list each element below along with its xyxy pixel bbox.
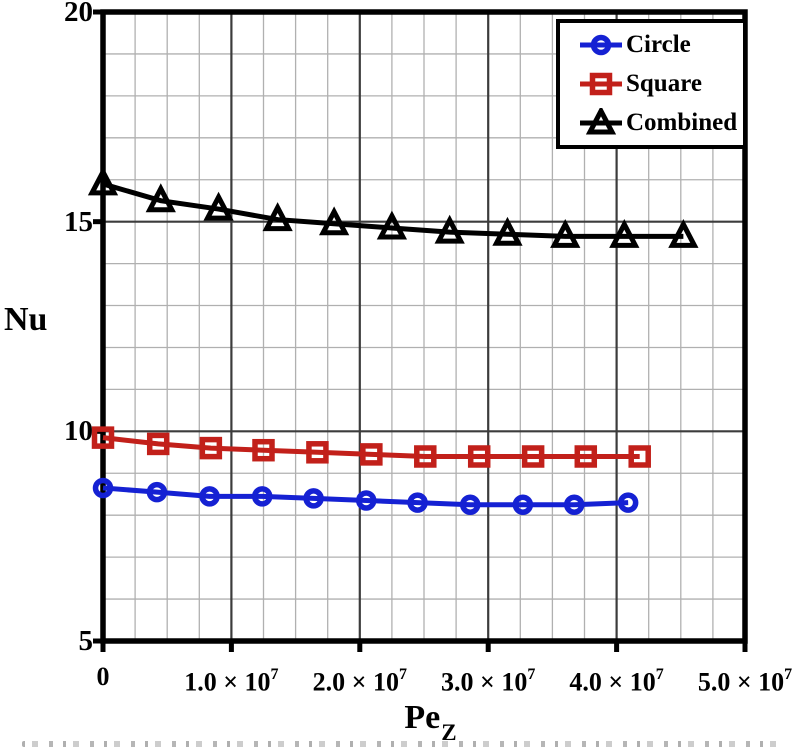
data-point-marker-triangle: [318, 206, 350, 236]
data-point-marker-circle: [512, 494, 534, 515]
data-point-marker-triangle: [87, 166, 119, 196]
series-combined: [87, 166, 699, 248]
data-point-marker-square: [252, 438, 275, 462]
data-point-marker-circle: [251, 486, 273, 507]
data-point-marker-square: [414, 445, 437, 468]
data-point-marker-square: [306, 441, 329, 464]
legend-label: Circle: [626, 30, 691, 58]
data-point-marker-square: [91, 426, 115, 449]
data-point-marker-square: [521, 445, 545, 468]
data-point-marker-circle: [459, 494, 481, 515]
legend-marker-circle-icon: [580, 34, 622, 55]
data-point-marker-triangle: [609, 218, 640, 248]
legend-label: Square: [626, 69, 702, 97]
y-axis-title: Nu: [4, 301, 48, 338]
data-point-marker-triangle: [145, 183, 176, 213]
data-point-marker-circle: [199, 486, 220, 507]
data-point-marker-circle: [355, 490, 377, 511]
x-axis-title: PeZ: [330, 699, 530, 745]
data-point-marker-square: [574, 445, 598, 468]
data-point-marker-triangle: [376, 210, 408, 240]
legend-item-combined: Combined: [578, 108, 743, 138]
series-square: [91, 426, 651, 468]
legend-item-circle: Circle: [578, 30, 743, 60]
plot-border: [100, 9, 748, 644]
series-circle: [92, 477, 639, 515]
data-point-marker-circle: [590, 34, 612, 55]
data-point-marker-triangle: [585, 108, 617, 135]
data-point-marker-triangle: [262, 202, 293, 232]
data-point-marker-triangle: [203, 191, 234, 221]
data-point-marker-square: [199, 436, 223, 460]
data-point-marker-square: [360, 443, 383, 466]
legend-item-square: Square: [578, 69, 743, 99]
data-point-marker-circle: [92, 477, 114, 499]
data-point-marker-circle: [303, 488, 324, 509]
data-point-marker-circle: [617, 492, 639, 513]
data-point-marker-square: [467, 445, 491, 468]
data-point-marker-circle: [563, 494, 585, 515]
data-point-marker-triangle: [492, 216, 523, 246]
x-axis-title-sub: Z: [441, 719, 457, 745]
legend: Circle Square Combined: [556, 19, 747, 149]
data-point-marker-square: [628, 445, 651, 468]
legend-marker-triangle-icon: [580, 108, 622, 135]
series-line-square: [102, 435, 640, 459]
series-line-circle: [102, 485, 629, 508]
series-line-combined: [102, 181, 684, 239]
data-point-marker-square: [589, 72, 613, 96]
data-point-marker-triangle: [434, 214, 465, 244]
data-point-marker-circle: [407, 492, 428, 513]
data-point-marker-circle: [146, 481, 168, 503]
cropped-caption-remnant: [22, 741, 784, 747]
data-point-marker-triangle: [668, 218, 699, 248]
legend-label: Combined: [626, 109, 738, 137]
data-point-marker-square: [146, 432, 170, 456]
data-point-marker-triangle: [550, 218, 581, 248]
legend-marker-square-icon: [580, 72, 622, 96]
x-axis-title-base: Pe: [404, 699, 441, 736]
